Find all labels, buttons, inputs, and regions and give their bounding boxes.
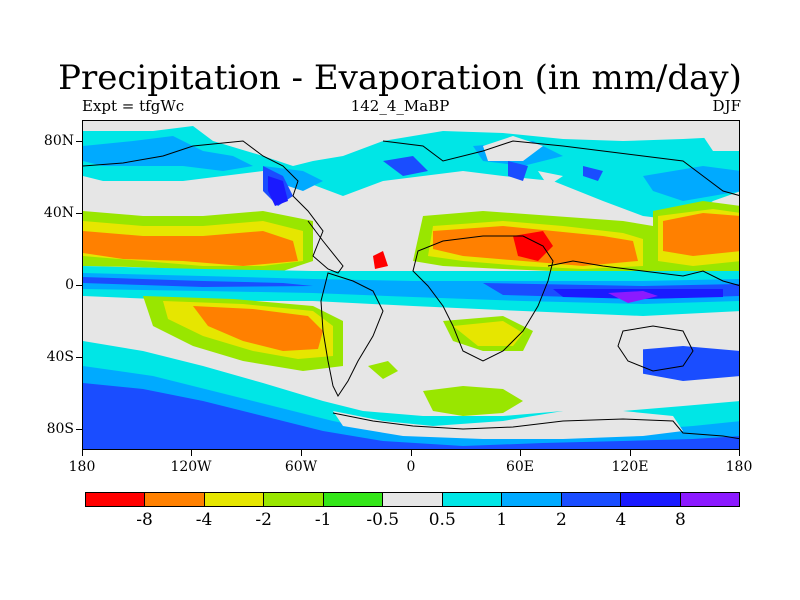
north-neutral-land [298,121,739,186]
lon-label-180e: 180 [725,459,753,475]
legend-label: 4 [615,510,627,530]
legend-label: -2 [255,510,272,530]
time-period-label: 142_4_MaBP [350,97,450,115]
lon-label-60e: 60E [505,459,535,475]
lat-label-80n: 80N [43,133,74,149]
legend-swatch [680,493,739,506]
x-tick [739,450,740,456]
x-tick [630,450,631,456]
contour-map [83,121,739,449]
legend-label: -0.5 [366,510,400,530]
lon-label-120w: 120W [170,459,212,475]
coastline-outlines [83,140,739,440]
legend-label: -4 [195,510,213,530]
y-tick [76,213,82,214]
legend-swatch [145,493,205,506]
south-ocean-deep-blue [83,346,739,449]
legend-swatch [86,493,146,506]
lat-label-80s: 80S [46,421,74,437]
eurasia-outline [382,140,739,196]
africa-outline [412,235,554,362]
legend-swatch [561,493,622,506]
south-atlantic-neutral [343,321,643,391]
y-tick [76,141,82,142]
x-tick [82,450,83,456]
legend-swatch [204,493,265,506]
y-tick [76,285,82,286]
lon-label-120e: 120E [611,459,649,475]
map-title: Precipitation - Evaporation (in mm/day) [58,58,742,98]
south-subtropic-dry-orange [193,306,323,351]
x-tick [520,450,521,456]
experiment-label: Expt = tfgWc [82,97,185,115]
legend-swatch [383,493,443,506]
lon-label-180w: 180 [68,459,96,475]
north-strong-dry [373,231,553,269]
legend-swatch [323,493,384,506]
y-tick [76,357,82,358]
itcz-purple [608,291,658,303]
x-tick [301,450,302,456]
antarctic-neutral [333,411,683,439]
legend-label: 8 [675,510,686,530]
legend-label: -1 [314,510,332,530]
antarctica-outline [332,412,739,440]
legend-label: 2 [555,510,567,530]
asia-south-outline [547,260,739,286]
lon-label-0: 0 [406,459,416,475]
x-tick [411,450,412,456]
north-blue-patches [83,136,739,201]
legend-label: 0.5 [428,510,456,530]
legend-swatch [264,493,324,506]
legend-swatch [502,493,562,506]
legend-label: -8 [136,510,153,530]
legend-swatch [621,493,681,506]
north-violet [268,176,288,206]
lat-label-equator: 0 [65,277,74,293]
north-deep-blue [263,156,603,206]
season-label: DJF [712,97,741,115]
x-tick [191,450,192,456]
lon-label-60w: 60W [284,459,318,475]
legend-swatch [442,493,503,506]
y-tick [76,429,82,430]
north-america-outline [83,140,344,274]
australia-outline [617,325,694,372]
lat-label-40s: 40S [46,349,74,365]
north-subtropic-dry-orange [83,213,739,266]
lat-label-40n: 40N [43,205,74,221]
south-america-outline [320,272,384,397]
south-ocean-green-patches [368,361,523,416]
map-plot-area [82,120,740,450]
legend-color-bar [85,492,740,507]
legend-label: 1 [496,510,508,530]
